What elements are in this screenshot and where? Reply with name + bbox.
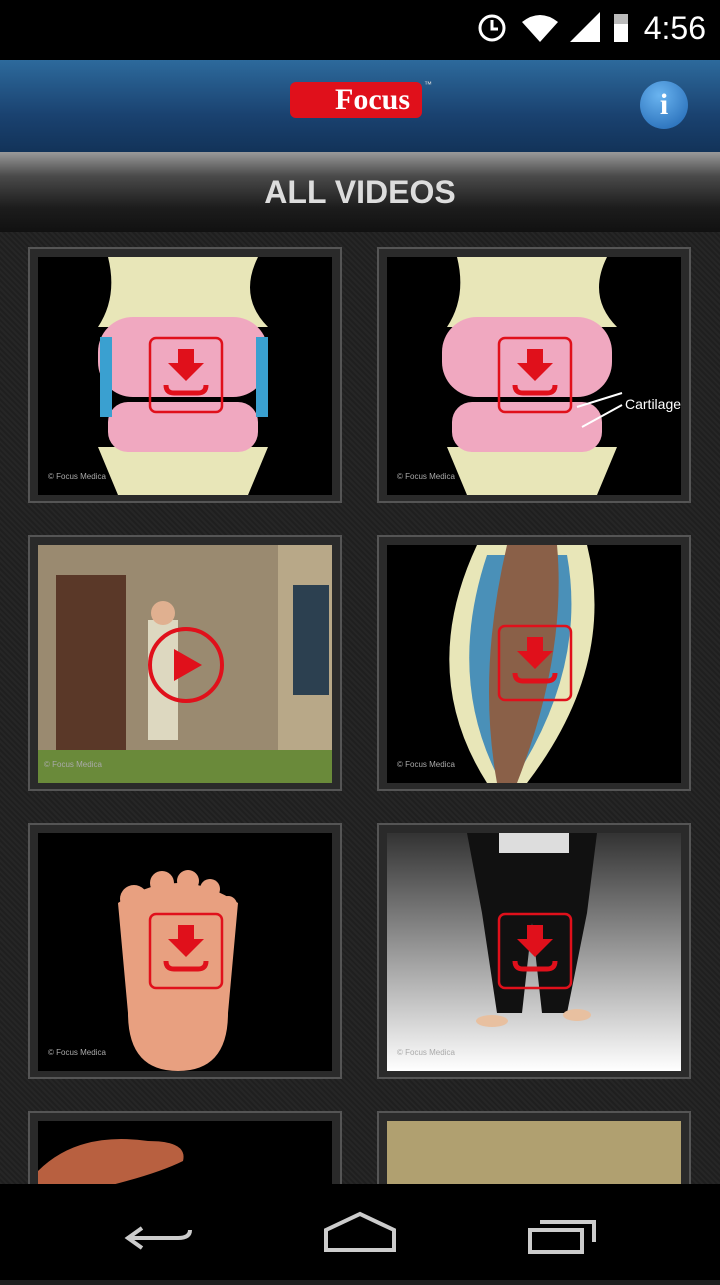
credit: © Focus Medica: [397, 472, 455, 481]
recents-button[interactable]: [528, 1220, 596, 1254]
thumbnail: © Focus Medica: [387, 545, 681, 783]
video-tile[interactable]: [377, 1111, 691, 1184]
video-tile[interactable]: © Focus Medica: [28, 823, 342, 1079]
thumbnail: Cartilage © Focus Medica: [387, 257, 681, 495]
credit: © Focus Medica: [44, 760, 102, 769]
clock: 4:56: [643, 10, 706, 46]
credit: © Focus Medica: [48, 472, 106, 481]
thumbnail: © Focus Medica: [38, 833, 332, 1071]
annotation: Cartilage: [625, 396, 681, 412]
logo: Focus: [290, 82, 422, 118]
video-grid: © Focus Medica Cartilage © Focus Medica: [0, 232, 720, 1184]
nav-bar: [0, 1184, 720, 1280]
page-title: ALL VIDEOS: [264, 174, 456, 210]
video-tile[interactable]: © Focus Medica: [377, 823, 691, 1079]
info-button[interactable]: i: [640, 81, 688, 129]
thumbnail: © Focus Medica: [38, 257, 332, 495]
video-tile[interactable]: Cartilage © Focus Medica: [377, 247, 691, 503]
credit: © Focus Medica: [397, 1048, 455, 1057]
home-button[interactable]: [324, 1211, 396, 1252]
trademark: ™: [424, 80, 432, 89]
credit: © Focus Medica: [397, 760, 455, 769]
thumbnail: [38, 1121, 332, 1184]
video-tile[interactable]: © Focus Medica: [28, 247, 342, 503]
back-button[interactable]: [124, 1226, 192, 1250]
thumbnail: © Focus Medica: [387, 833, 681, 1071]
thumbnail: © Focus Medica: [38, 545, 332, 783]
thumbnail: [387, 1121, 681, 1184]
status-icons: [478, 12, 628, 42]
video-tile[interactable]: © Focus Medica: [377, 535, 691, 791]
credit: © Focus Medica: [48, 1048, 106, 1057]
status-bar: 4:56: [0, 0, 720, 60]
title-bar: [0, 152, 720, 232]
nav-buttons: [124, 1211, 596, 1254]
video-tile[interactable]: © Focus Medica: [28, 535, 342, 791]
video-tile[interactable]: [28, 1111, 342, 1184]
